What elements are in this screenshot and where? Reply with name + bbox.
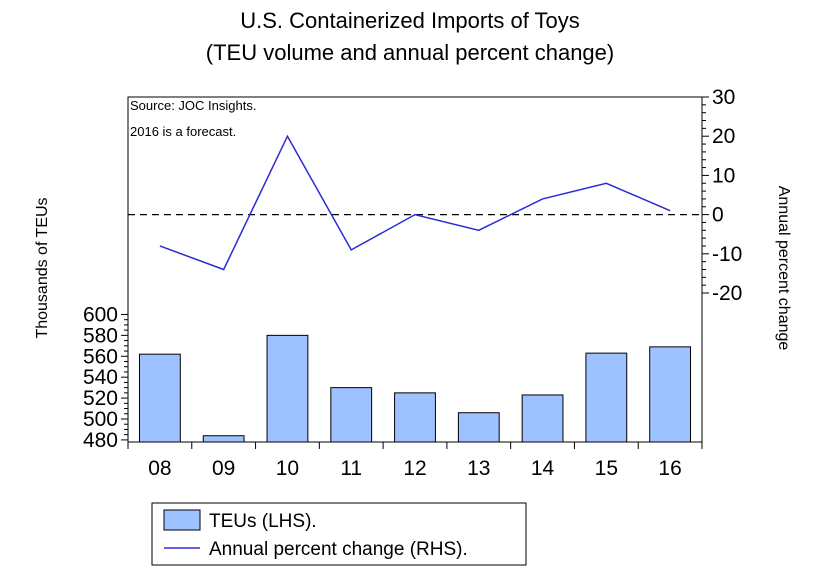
line-series: [159, 134, 671, 271]
bar-13: [457, 412, 500, 443]
left-axis-title: Thousands of TEUs: [34, 197, 51, 338]
left-tick-label-600: 600: [83, 303, 118, 326]
annual-change-line: [159, 134, 671, 271]
left-tick-label-560: 560: [83, 345, 118, 368]
right-tick-label-10: 10: [712, 164, 735, 187]
x-tick-label-12: 12: [403, 457, 426, 480]
x-tick-label-11: 11: [340, 457, 362, 480]
x-tick-label-14: 14: [531, 457, 555, 480]
x-tick-label-13: 13: [467, 457, 490, 480]
bar-08: [138, 353, 181, 443]
right-tick-label-20: 20: [712, 125, 735, 148]
chart-subtitle: (TEU volume and annual percent change): [206, 40, 614, 65]
bar-11: [330, 387, 373, 443]
bar-15: [585, 352, 628, 443]
left-tick-label-520: 520: [83, 387, 118, 410]
chart-title: U.S. Containerized Imports of Toys: [240, 8, 580, 33]
x-tick-label-10: 10: [276, 457, 299, 480]
x-tick-label-15: 15: [595, 457, 618, 480]
legend-line-label: Annual percent change (RHS).: [209, 539, 468, 560]
right-tick-label-30: 30: [712, 86, 735, 109]
legend: TEUs (LHS). Annual percent change (RHS).: [151, 502, 527, 566]
x-tick-label-09: 09: [212, 457, 235, 480]
right-tick-label-0: 0: [712, 204, 724, 227]
bar-16: [649, 346, 692, 443]
x-axis: 08 09 10 11 12 13 14 15 16: [127, 442, 703, 480]
x-tick-label-08: 08: [148, 457, 171, 480]
legend-box: [151, 502, 527, 566]
legend-bar-label: TEUs (LHS).: [209, 511, 317, 532]
bar-10: [266, 334, 309, 443]
right-tick-label--10: -10: [712, 243, 742, 266]
left-tick-label-500: 500: [83, 408, 118, 431]
left-tick-label-580: 580: [83, 324, 118, 347]
bar-12: [394, 392, 436, 443]
bar-14: [521, 394, 564, 443]
bar-series: [138, 334, 692, 443]
source-note: Source: JOC Insights.: [130, 98, 256, 113]
x-tick-label-16: 16: [658, 457, 681, 480]
right-tick-label--20: -20: [712, 282, 742, 305]
left-tick-label-480: 480: [83, 429, 118, 452]
legend-bar-swatch: [163, 509, 201, 531]
left-tick-label-540: 540: [83, 366, 118, 389]
right-axis: -20 -10 0 10 20 30: [702, 86, 742, 305]
bar-09: [202, 435, 245, 443]
right-axis-title: Annual percent change: [775, 186, 792, 351]
forecast-note: 2016 is a forecast.: [130, 124, 236, 139]
